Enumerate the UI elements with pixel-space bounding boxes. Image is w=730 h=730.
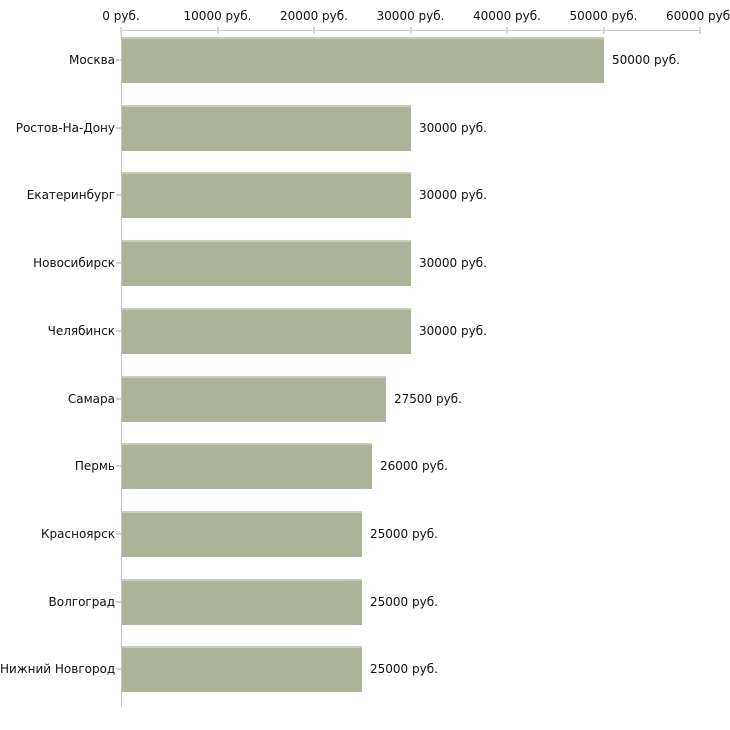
category-label: Волгоград [48, 594, 115, 609]
x-axis-tick-label: 60000 руб. [666, 9, 730, 23]
category-tick-mark [116, 262, 121, 265]
category-label: Ростов-На-Дону [15, 120, 115, 135]
x-axis-tick-mark [120, 27, 122, 34]
category-tick-mark [116, 59, 121, 61]
x-axis-tick-label: 20000 руб. [280, 9, 348, 23]
category-label: Нижний Новгород [0, 662, 116, 677]
category-tick-mark [116, 600, 121, 603]
x-axis-tick-mark [313, 27, 315, 34]
value-label: 27500 руб. [394, 391, 462, 406]
x-axis-tick-label: 40000 руб. [473, 9, 541, 23]
category-tick-mark [116, 329, 121, 332]
category-tick-mark [116, 194, 121, 197]
category-tick-mark [116, 397, 121, 400]
value-label: 30000 руб. [419, 323, 487, 338]
x-axis-tick-mark [602, 27, 605, 34]
value-label: 25000 руб. [370, 526, 438, 541]
category-label: Екатеринбург [26, 188, 115, 203]
category-label: Москва [69, 53, 115, 67]
category-label: Челябинск [47, 323, 115, 338]
bar [122, 307, 411, 354]
x-axis-tick-label: 0 руб. [102, 9, 140, 23]
category-tick-mark [116, 532, 121, 535]
category-label: Самара [67, 391, 115, 406]
value-label: 50000 руб. [612, 53, 680, 67]
value-label: 30000 руб. [419, 256, 487, 271]
x-axis-tick-mark [699, 27, 701, 34]
value-label: 26000 руб. [380, 459, 448, 474]
x-axis-tick-mark [506, 27, 508, 34]
x-axis-tick-label: 50000 руб. [569, 9, 638, 23]
value-label: 25000 руб. [370, 662, 438, 677]
bar [122, 375, 386, 422]
bar [122, 240, 411, 287]
bar [122, 578, 362, 625]
bar [122, 172, 411, 219]
category-label: Пермь [74, 459, 115, 474]
bar [122, 510, 362, 557]
value-label: 30000 руб. [419, 120, 487, 135]
value-label: 25000 руб. [370, 594, 438, 609]
category-label: Красноярск [41, 526, 115, 541]
bar [122, 37, 604, 83]
category-tick-mark [116, 668, 121, 671]
x-axis-tick-mark [409, 27, 412, 34]
x-axis-tick-mark [216, 27, 219, 34]
y-axis-line [121, 30, 122, 707]
bar [122, 443, 372, 490]
x-axis-tick-label: 10000 руб. [183, 9, 252, 23]
bar [122, 104, 411, 151]
x-axis-tick-label: 30000 руб. [376, 9, 445, 23]
category-tick-mark [116, 126, 121, 129]
value-label: 30000 руб. [419, 188, 487, 203]
category-tick-mark [116, 465, 121, 468]
bar [122, 646, 362, 693]
category-label: Новосибирск [33, 256, 115, 271]
